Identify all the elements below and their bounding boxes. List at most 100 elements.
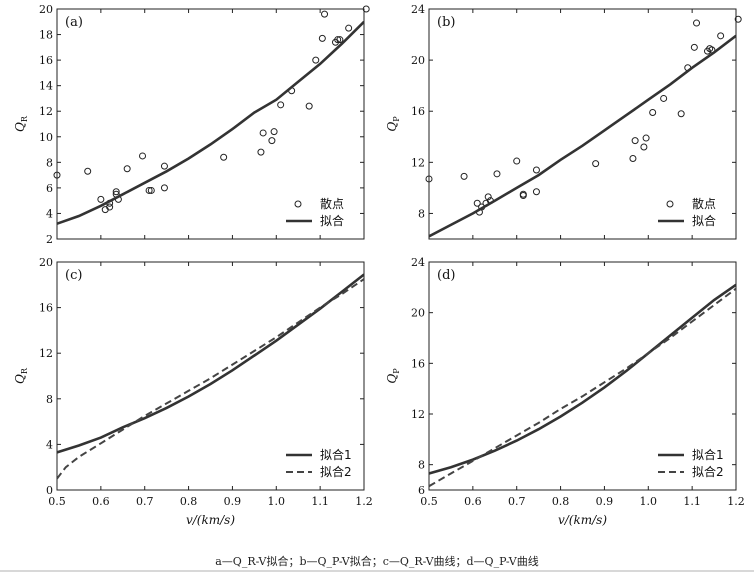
data-point bbox=[519, 192, 527, 200]
y-tick-label: 16 bbox=[411, 105, 425, 118]
x-tick-label: 1.0 bbox=[640, 495, 658, 508]
y-axis-label: QP bbox=[385, 116, 401, 132]
y-tick-label: 20 bbox=[39, 256, 53, 269]
y-tick-label: 20 bbox=[411, 54, 425, 67]
y-tick-label: 4 bbox=[46, 207, 53, 220]
panel-c: 0 4 8 12 16 20 0.5 0.6 0.7 0.8 0.9 1.0 1.1 1.2 (c) QR v/… bbox=[13, 256, 373, 527]
y-tick-label: 2 bbox=[46, 233, 53, 246]
y-tick-label: 14 bbox=[39, 80, 53, 93]
x-tick-label: 0.9 bbox=[224, 495, 242, 508]
figure-caption: a—Q_R-V拟合；b—Q_P-V拟合；c—Q_R-V曲线；d—Q_P-V曲线 bbox=[215, 555, 539, 568]
x-tick-label: 0.7 bbox=[508, 495, 526, 508]
y-tick-label: 20 bbox=[411, 307, 425, 320]
y-tick-label: 24 bbox=[411, 3, 425, 16]
data-point bbox=[660, 94, 668, 102]
data-point bbox=[139, 152, 147, 160]
data-point bbox=[84, 167, 92, 175]
data-point bbox=[425, 175, 433, 183]
plot-frame bbox=[56, 8, 365, 240]
panel-label: (b) bbox=[437, 15, 455, 30]
legend-label: 散点 bbox=[320, 196, 344, 211]
x-tick-label: 1.2 bbox=[355, 495, 373, 508]
data-point bbox=[259, 129, 267, 137]
y-tick-label: 6 bbox=[46, 182, 53, 195]
legend-label: 拟合 bbox=[320, 213, 344, 228]
y-tick-label: 8 bbox=[46, 156, 53, 169]
panel-label: (d) bbox=[437, 268, 455, 283]
y-tick-label: 8 bbox=[46, 393, 53, 406]
y-axis-label: QR bbox=[13, 115, 29, 132]
series-line-拟合 bbox=[57, 20, 364, 225]
data-point bbox=[532, 188, 540, 196]
legend-label: 拟合2 bbox=[692, 464, 724, 479]
data-point bbox=[693, 19, 701, 27]
data-point bbox=[642, 134, 650, 142]
panel-label: (c) bbox=[65, 268, 82, 283]
x-tick-label: 0.5 bbox=[48, 495, 66, 508]
data-point bbox=[321, 10, 329, 18]
y-tick-label: 10 bbox=[39, 131, 53, 144]
series-line-拟合2 bbox=[429, 287, 736, 488]
data-point bbox=[345, 24, 353, 32]
y-axis-label: QR bbox=[13, 367, 29, 384]
plot-frame bbox=[428, 261, 737, 491]
data-point bbox=[717, 32, 725, 40]
x-tick-label: 0.7 bbox=[136, 495, 154, 508]
data-point bbox=[312, 56, 320, 64]
y-tick-label: 16 bbox=[39, 302, 53, 315]
data-point bbox=[160, 184, 168, 192]
data-point bbox=[690, 43, 698, 51]
x-tick-label: 0.6 bbox=[464, 495, 482, 508]
panel-d: 6 8 12 16 20 24 0.5 0.6 0.7 0.8 0.9 1.0 1.1 1.2 (d) QP v… bbox=[385, 256, 745, 527]
data-point bbox=[493, 170, 501, 178]
series-line-拟合1 bbox=[429, 283, 736, 475]
y-tick-label: 24 bbox=[411, 256, 425, 269]
data-point bbox=[147, 186, 155, 194]
data-point bbox=[629, 155, 637, 162]
data-point bbox=[268, 137, 276, 145]
data-point bbox=[220, 153, 228, 161]
data-point bbox=[532, 166, 540, 174]
data-point bbox=[513, 157, 521, 165]
figure: 2468101214161820(a)QR散点拟合812162024(b)QP散… bbox=[13, 3, 745, 527]
data-point bbox=[257, 148, 265, 156]
data-point bbox=[334, 36, 342, 44]
x-tick-label: 0.8 bbox=[552, 495, 570, 508]
series-line-拟合2 bbox=[57, 278, 364, 480]
legend-marker bbox=[294, 200, 302, 208]
y-tick-label: 20 bbox=[39, 3, 53, 16]
x-tick-label: 0.5 bbox=[420, 495, 438, 508]
y-tick-label: 12 bbox=[39, 105, 53, 118]
data-point bbox=[145, 186, 153, 194]
panel-label: (a) bbox=[65, 15, 83, 30]
data-point bbox=[97, 195, 105, 203]
data-point bbox=[318, 34, 326, 42]
x-tick-label: 1.1 bbox=[311, 495, 329, 508]
y-tick-label: 6 bbox=[418, 484, 425, 497]
y-tick-label: 18 bbox=[39, 29, 53, 42]
y-tick-label: 12 bbox=[411, 156, 425, 169]
y-tick-label: 16 bbox=[411, 357, 425, 370]
y-tick-label: 12 bbox=[39, 347, 53, 360]
data-point bbox=[123, 165, 131, 173]
legend-label: 拟合2 bbox=[320, 464, 352, 479]
x-axis-label: v/(km/s) bbox=[558, 513, 607, 527]
data-point bbox=[640, 143, 648, 151]
data-point bbox=[473, 199, 481, 207]
data-point bbox=[106, 203, 114, 211]
y-tick-label: 4 bbox=[46, 438, 53, 451]
x-tick-label: 1.1 bbox=[683, 495, 701, 508]
data-point bbox=[53, 171, 61, 179]
data-point bbox=[631, 137, 639, 145]
y-tick-label: 16 bbox=[39, 54, 53, 67]
legend-label: 拟合 bbox=[692, 213, 716, 228]
data-point bbox=[677, 110, 685, 118]
x-axis-label: v/(km/s) bbox=[186, 513, 235, 527]
data-point bbox=[362, 5, 370, 13]
data-point bbox=[484, 193, 492, 201]
data-point bbox=[460, 172, 468, 180]
x-tick-label: 1.2 bbox=[727, 495, 745, 508]
y-tick-label: 12 bbox=[411, 408, 425, 421]
